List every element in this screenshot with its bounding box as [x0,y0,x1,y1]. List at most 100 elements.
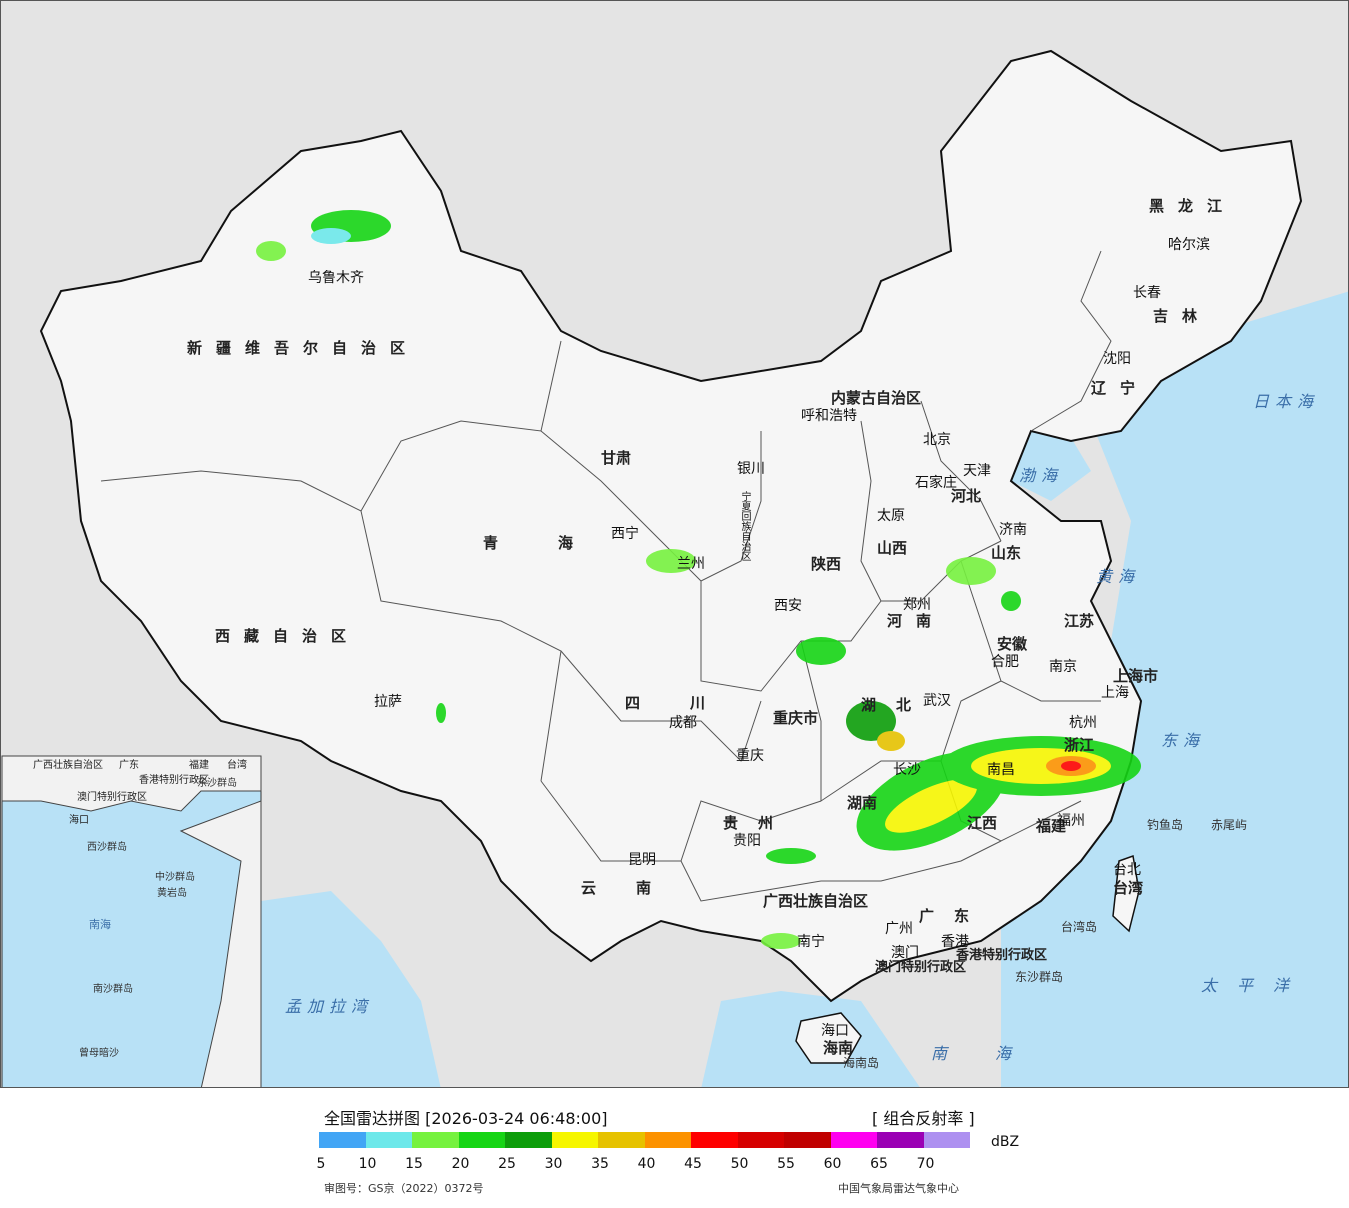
province-guangdong: 广东 [919,907,990,925]
city-lanzhou: 兰州 [677,556,705,572]
province-liaoning: 辽宁 [1091,379,1150,397]
color-swatch [923,1132,970,1148]
inset-zengmu: 曾母暗沙 [79,1048,119,1059]
inset-taiwan: 台湾 [227,760,247,771]
agency-name: 中国气象局雷达气象中心 [838,1182,959,1195]
province-anhui: 安徽 [997,635,1028,653]
tick-label: 70 [916,1156,935,1172]
inset-zhongsha: 中沙群岛 [155,872,195,883]
province-sichuan: 四川 [625,694,756,712]
province-xizang: 西藏自治区 [215,627,361,645]
bay-of-bengal [261,891,441,1087]
city-chongqing: 重庆 [736,748,764,764]
radar-map: 新疆维吾尔自治区 西藏自治区 青海 甘肃 内蒙古自治区 黑龙江 吉林 辽宁 河北… [0,0,1349,1088]
province-macau: 澳门特别行政区 [875,960,967,975]
tick-label: 55 [777,1156,795,1172]
province-xinjiang: 新疆维吾尔自治区 [187,339,420,357]
city-shanghai: 上海 [1101,685,1129,701]
city-shenyang: 沈阳 [1103,351,1131,367]
city-jinan: 济南 [999,522,1027,538]
tick-label: 5 [316,1156,326,1172]
province-zhejiang: 浙江 [1064,736,1095,754]
map-canvas [1,49,1348,1087]
city-guangzhou: 广州 [885,921,913,937]
sea-donghai: 东海 [1161,731,1206,750]
color-swatch [598,1132,645,1148]
city-hangzhou: 杭州 [1069,715,1097,731]
city-changchun: 长春 [1133,285,1161,301]
sea-bengal: 孟加拉湾 [285,997,374,1016]
tick-label: 25 [498,1156,516,1172]
province-shandong: 山东 [991,544,1022,562]
color-scale [319,1132,970,1148]
inset-guangxi: 广西壮族自治区 [33,760,103,771]
tick-label: 65 [870,1156,888,1172]
hainan-island [795,1012,862,1064]
city-hohhot: 呼和浩特 [801,408,857,424]
sea-nanhai: 南海 [931,1044,1060,1063]
province-jilin: 吉林 [1153,307,1212,325]
city-harbin: 哈尔滨 [1168,237,1210,253]
city-hongkong: 香港 [941,934,969,950]
sea-pacific: 太平洋 [1201,976,1310,995]
color-swatch [412,1132,459,1148]
province-shaanxi: 陕西 [811,555,842,573]
city-nanjing: 南京 [1049,659,1077,675]
city-kunming: 昆明 [628,852,656,868]
island-taiwan: 台湾岛 [1061,920,1098,934]
city-hefei: 合肥 [991,654,1019,670]
inset-dongsha: 东沙群岛 [197,778,237,789]
province-hunan: 湖南 [847,794,878,812]
province-jiangsu: 江苏 [1064,612,1095,630]
tick-label: 50 [730,1156,749,1172]
color-swatch [644,1132,691,1148]
color-swatch [830,1132,877,1148]
color-swatch [319,1132,366,1148]
province-neimenggu: 内蒙古自治区 [831,389,922,407]
city-nanning: 南宁 [797,934,825,950]
tick-label: 60 [823,1156,842,1172]
tick-label: 35 [591,1156,609,1172]
tick-label: 15 [405,1156,423,1172]
province-heilongjiang: 黑龙江 [1149,197,1237,215]
inset-xisha: 西沙群岛 [87,842,127,853]
island-dongsha: 东沙群岛 [1015,970,1064,984]
color-swatch [505,1132,552,1148]
color-swatch [737,1132,784,1148]
tick-label: 10 [358,1156,377,1172]
island-chiwei: 赤尾屿 [1211,818,1248,832]
sea-huanghai: 黄海 [1096,567,1141,586]
province-guizhou: 贵州 [723,814,794,832]
city-xining: 西宁 [611,526,639,542]
province-chongqing: 重庆市 [773,709,819,727]
inset-nansha: 南沙群岛 [93,984,133,995]
color-swatch [877,1132,924,1148]
province-hongkong: 香港特别行政区 [956,948,1048,963]
inset-guangdong: 广东 [119,760,139,771]
province-hebei: 河北 [951,487,982,505]
inset-nanhai: 南海 [89,918,111,931]
city-haikou: 海口 [821,1023,849,1039]
color-swatch [691,1132,738,1148]
color-swatch [458,1132,505,1148]
review-number: 审图号：GS京（2022）0372号 [324,1182,484,1195]
unit-label: dBZ [991,1134,1020,1150]
inset-macau: 澳门特别行政区 [77,792,147,803]
city-zhengzhou: 郑州 [903,597,931,613]
sea-japan: 日本海 [1253,392,1320,411]
city-chengdu: 成都 [669,715,697,731]
province-taiwan: 台湾 [1113,879,1144,897]
radar-echoes [256,210,1141,949]
city-nanchang: 南昌 [987,762,1015,778]
province-guangxi: 广西壮族自治区 [763,892,869,910]
province-hubei: 湖北 [861,696,932,714]
tick-label: 45 [684,1156,702,1172]
province-henan: 河南 [887,612,946,630]
city-lhasa: 拉萨 [374,694,402,710]
tick-label: 40 [637,1156,656,1172]
color-swatch [551,1132,598,1148]
province-hainan: 海南 [823,1039,854,1057]
city-wuhan: 武汉 [923,693,951,709]
product-name: [ 组合反射率 ] [872,1109,975,1128]
province-fujian: 福建 [1036,817,1067,835]
